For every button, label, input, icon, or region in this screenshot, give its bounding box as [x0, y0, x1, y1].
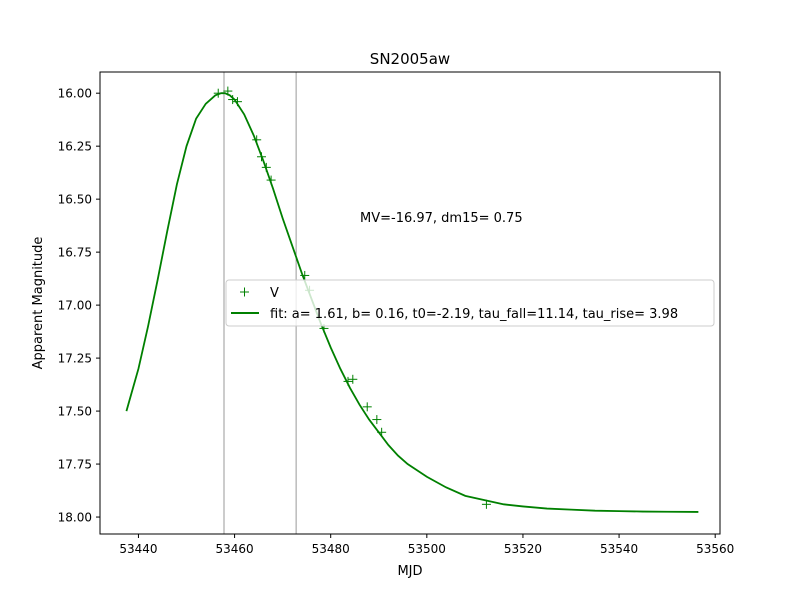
x-tick-label: 53440 [119, 542, 157, 556]
y-tick-label: 17.50 [58, 405, 92, 419]
legend-label-v: V [270, 286, 279, 301]
x-tick-label: 53540 [600, 542, 638, 556]
y-axis-label: Apparent Magnitude [31, 237, 46, 370]
data-point [252, 135, 262, 145]
fit-line-group [125, 92, 699, 513]
x-tick-label: 53560 [696, 542, 734, 556]
y-tick-label: 16.50 [58, 193, 92, 207]
data-point [372, 415, 382, 425]
legend: V fit: a= 1.61, b= 0.16, t0=-2.19, tau_f… [225, 279, 715, 327]
y-tick-label: 17.75 [58, 458, 92, 472]
annotation-text: MV=-16.97, dm15= 0.75 [360, 211, 523, 226]
data-point [261, 162, 271, 172]
data-point [362, 402, 372, 412]
y-tick-label: 17.00 [58, 299, 92, 313]
y-tick-label: 18.00 [58, 511, 92, 525]
data-point [256, 152, 266, 162]
y-tick-label: 16.00 [58, 87, 92, 101]
data-point [300, 270, 310, 280]
legend-label-fit: fit: a= 1.61, b= 0.16, t0=-2.19, tau_fal… [270, 307, 678, 322]
y-axis-ticks: 16.00 16.25 16.50 16.75 17.00 17.25 17.50 17.75… [58, 87, 100, 525]
data-point [481, 499, 491, 509]
legend-box [225, 279, 715, 327]
x-tick-label: 53520 [504, 542, 542, 556]
fit-line [125, 92, 699, 513]
data-point [343, 376, 353, 386]
legend-marker-v [240, 287, 249, 297]
data-point [266, 175, 276, 185]
data-point [377, 427, 387, 437]
plot-frame [99, 71, 721, 535]
y-tick-label: 16.75 [58, 246, 92, 260]
data-point [232, 97, 242, 107]
data-point [228, 95, 238, 105]
x-axis-label: MJD [397, 564, 422, 579]
x-axis-ticks: 53440 53460 53480 53500 53520 53540 53560 [119, 534, 734, 556]
data-point [213, 88, 223, 98]
y-tick-label: 17.25 [58, 352, 92, 366]
y-tick-label: 16.25 [58, 140, 92, 154]
x-tick-label: 53480 [312, 542, 350, 556]
data-point [223, 86, 233, 96]
data-point [348, 374, 358, 384]
x-tick-label: 53460 [215, 542, 253, 556]
chart-title: SN2005aw [370, 50, 450, 68]
x-tick-label: 53500 [408, 542, 446, 556]
